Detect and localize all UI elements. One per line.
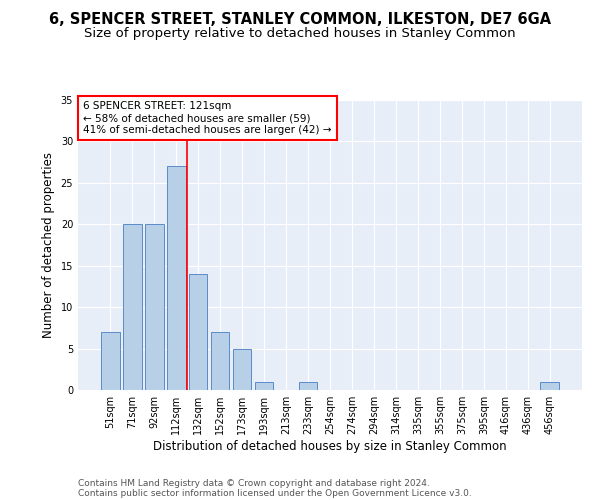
Text: Size of property relative to detached houses in Stanley Common: Size of property relative to detached ho…	[84, 28, 516, 40]
Text: 6, SPENCER STREET, STANLEY COMMON, ILKESTON, DE7 6GA: 6, SPENCER STREET, STANLEY COMMON, ILKES…	[49, 12, 551, 28]
Text: Contains public sector information licensed under the Open Government Licence v3: Contains public sector information licen…	[78, 488, 472, 498]
Bar	[145, 224, 164, 390]
Text: Contains HM Land Registry data © Crown copyright and database right 2024.: Contains HM Land Registry data © Crown c…	[78, 478, 430, 488]
Bar	[167, 166, 185, 390]
Bar	[123, 224, 142, 390]
Bar	[189, 274, 208, 390]
Bar	[255, 382, 274, 390]
Bar	[101, 332, 119, 390]
Bar	[299, 382, 317, 390]
Bar	[233, 348, 251, 390]
Text: 6 SPENCER STREET: 121sqm
← 58% of detached houses are smaller (59)
41% of semi-d: 6 SPENCER STREET: 121sqm ← 58% of detach…	[83, 102, 332, 134]
Bar	[541, 382, 559, 390]
Bar	[211, 332, 229, 390]
X-axis label: Distribution of detached houses by size in Stanley Common: Distribution of detached houses by size …	[153, 440, 507, 453]
Y-axis label: Number of detached properties: Number of detached properties	[42, 152, 55, 338]
